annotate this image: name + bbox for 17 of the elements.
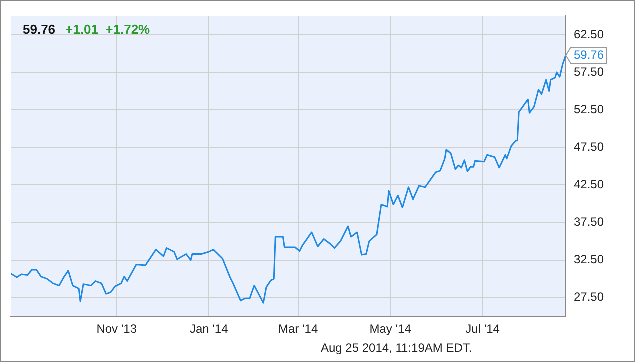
y-tick-label: 47.50 bbox=[574, 140, 604, 154]
y-tick-label: 42.50 bbox=[574, 177, 604, 192]
text: +1.01 +1.72% bbox=[66, 22, 151, 37]
x-tick-label: Jan '14 bbox=[190, 322, 229, 336]
x-tick-label: May '14 bbox=[370, 322, 412, 336]
x-tick-label: Jul '14 bbox=[466, 322, 500, 336]
annotation: 59.76 bbox=[574, 48, 604, 62]
x-tick-label: Nov '13 bbox=[96, 322, 138, 336]
y-tick-label: 52.50 bbox=[574, 102, 604, 116]
text: Aug 25 2014, 11:19AM EDT. bbox=[321, 341, 472, 355]
y-tick-label: 62.50 bbox=[574, 27, 604, 42]
y-tick-label: 37.50 bbox=[574, 215, 604, 230]
text: 59.76 bbox=[23, 22, 56, 37]
x-tick-label: Mar '14 bbox=[278, 322, 318, 336]
y-tick-label: 57.50 bbox=[574, 64, 604, 79]
y-tick-label: 32.50 bbox=[574, 252, 604, 267]
y-tick-label: 27.50 bbox=[574, 290, 604, 304]
